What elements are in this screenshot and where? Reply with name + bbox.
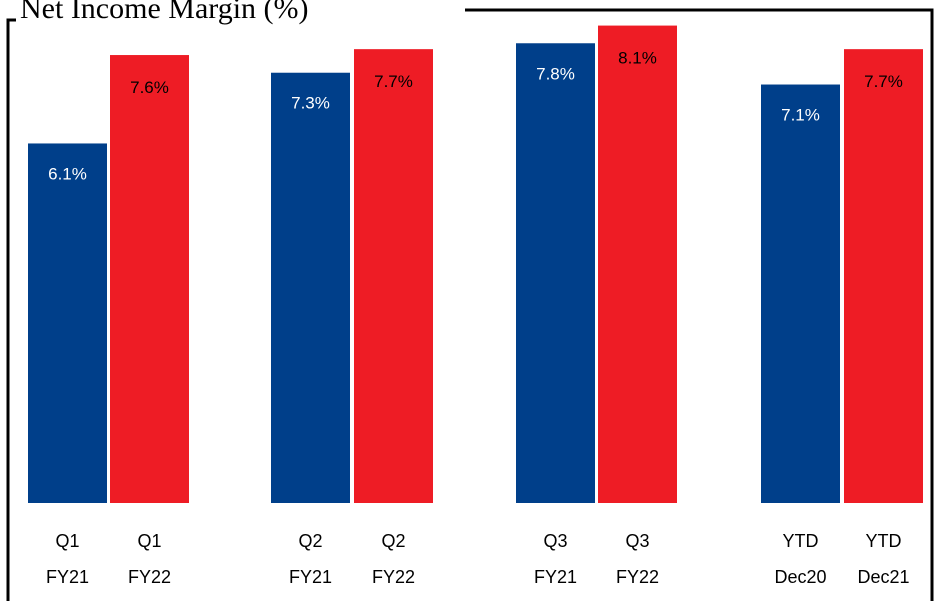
x-tick-label: FY22 <box>128 567 171 587</box>
x-tick-label: Q1 <box>55 531 79 551</box>
x-tick-label: Dec21 <box>857 567 909 587</box>
chart-title: Net Income Margin (%) <box>20 0 309 25</box>
x-tick-label: Q3 <box>543 531 567 551</box>
bar <box>516 43 595 503</box>
value-label: 7.7% <box>374 72 413 91</box>
x-tick-label: Q3 <box>625 531 649 551</box>
bar <box>598 26 677 503</box>
bar <box>844 49 923 503</box>
value-label: 7.1% <box>781 106 820 125</box>
bar <box>271 73 350 503</box>
value-label: 7.8% <box>536 64 575 83</box>
value-label: 7.6% <box>130 78 169 97</box>
x-tick-label: FY21 <box>534 567 577 587</box>
x-tick-label: Q1 <box>137 531 161 551</box>
bar <box>28 143 107 503</box>
x-tick-label: FY22 <box>372 567 415 587</box>
x-tick-label: Dec20 <box>774 567 826 587</box>
bar <box>354 49 433 503</box>
x-tick-label: FY21 <box>289 567 332 587</box>
bar <box>110 55 189 503</box>
bar <box>761 85 840 503</box>
value-label: 7.7% <box>864 72 903 91</box>
x-tick-label: Q2 <box>298 531 322 551</box>
x-tick-label: FY22 <box>616 567 659 587</box>
value-label: 6.1% <box>48 164 87 183</box>
value-label: 7.3% <box>291 94 330 113</box>
chart: Net Income Margin (%) 6.1% Q1 FY21 7.6% Q1 FY… <box>0 0 934 601</box>
x-tick-label: YTD <box>866 531 902 551</box>
x-tick-label: YTD <box>783 531 819 551</box>
x-tick-label: Q2 <box>381 531 405 551</box>
x-tick-label: FY21 <box>46 567 89 587</box>
value-label: 8.1% <box>618 49 657 68</box>
